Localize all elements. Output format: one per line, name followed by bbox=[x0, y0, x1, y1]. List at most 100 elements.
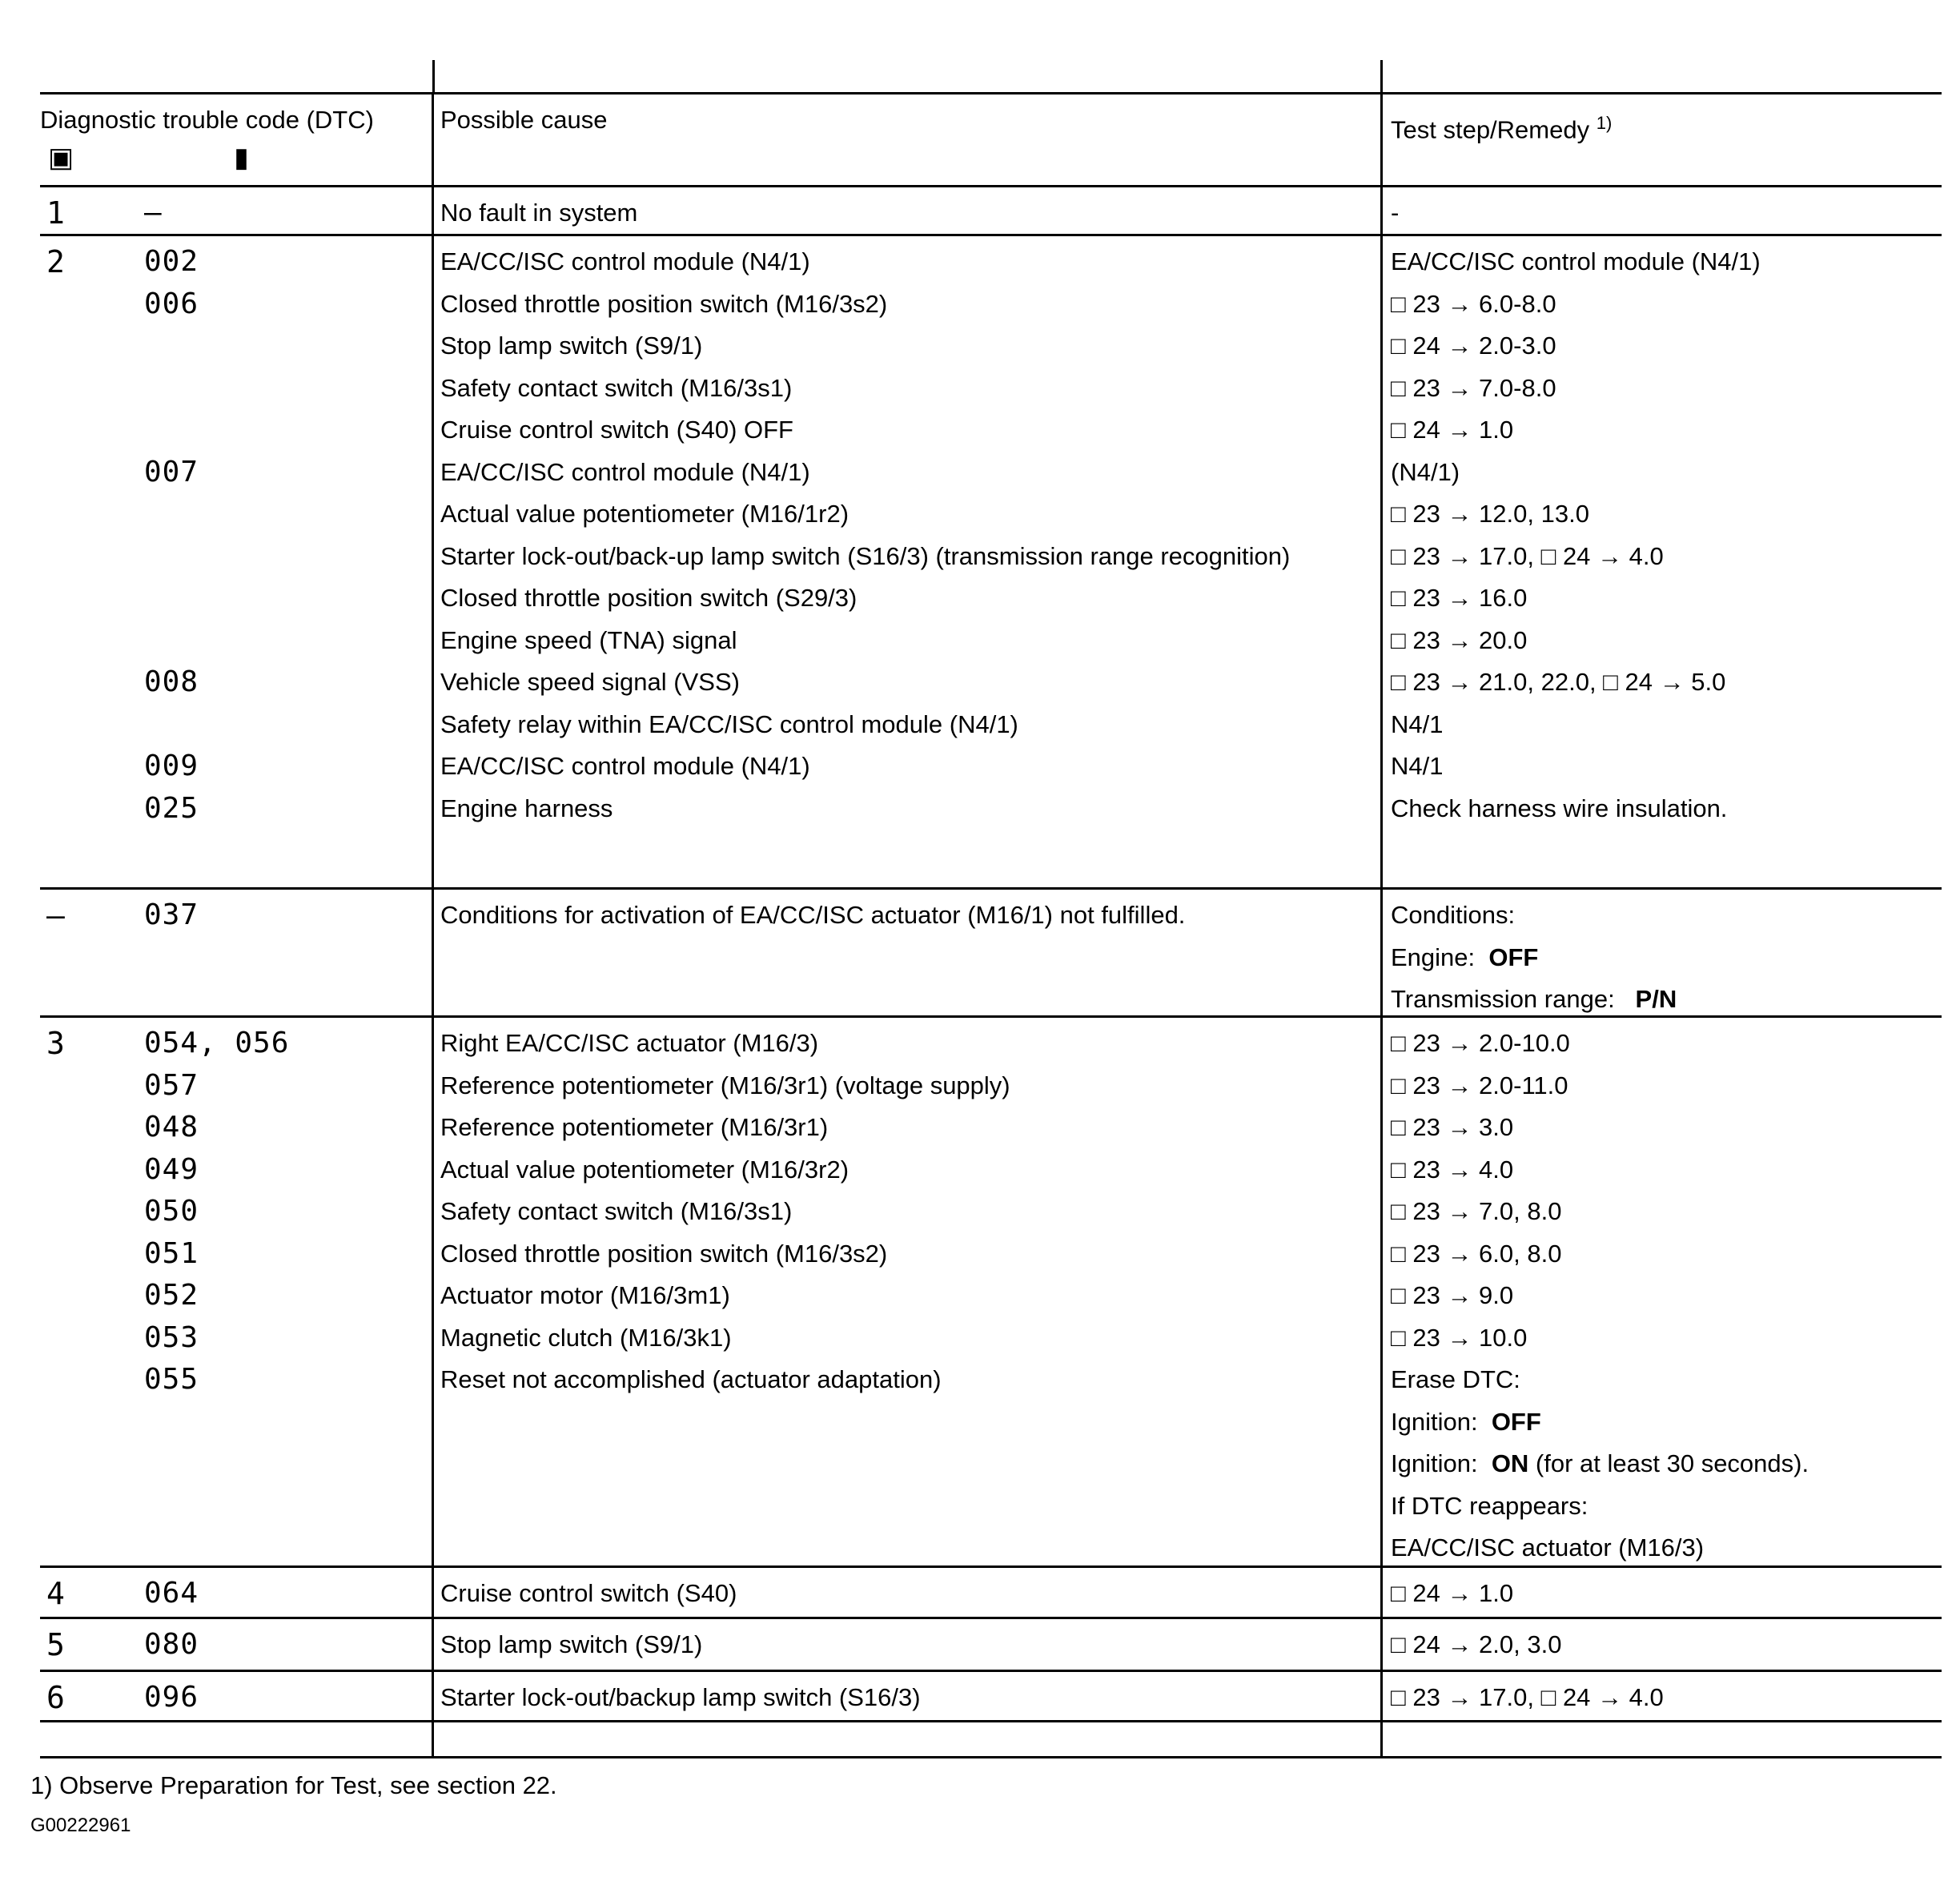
cause-cell: Conditions for activation of EA/CC/ISC a… bbox=[434, 890, 1383, 1015]
remedy-line: □ 23 → 2.0-11.0 bbox=[1383, 1065, 1942, 1107]
possible-cause: No fault in system bbox=[440, 199, 638, 227]
header-dtc-label: Diagnostic trouble code (DTC) bbox=[40, 106, 374, 134]
blink-code: 5 bbox=[46, 1627, 65, 1662]
blink-code-display-icon: ▣ bbox=[48, 142, 74, 173]
remedy-line: □ 23 → 17.0, □ 24 → 4.0 bbox=[1383, 536, 1942, 578]
dtc-group: 2 002 006 007 008 009 025 EA/CC/ISC control mod… bbox=[40, 234, 1942, 887]
header-cause: Possible cause bbox=[434, 94, 1383, 185]
possible-cause: Safety relay within EA/CC/ISC control mo… bbox=[440, 709, 1018, 738]
remedy-line: □ 23 → 9.0 bbox=[1383, 1275, 1942, 1317]
remedy-line: Conditions: bbox=[1383, 894, 1942, 937]
impulse-code: 049 bbox=[144, 1152, 199, 1186]
dtc-line: 048 bbox=[40, 1107, 432, 1149]
remedy-text: □ 23 → 2.0-10.0 bbox=[1391, 1029, 1570, 1057]
impulse-code: 006 bbox=[144, 287, 199, 320]
remedy-cell: □ 23 → 2.0-10.0 □ 23 → 2.0-11.0 □ 23 → 3.0… bbox=[1383, 1018, 1942, 1565]
dtc-line: 050 bbox=[40, 1191, 432, 1233]
remedy-line: Engine: OFF bbox=[1383, 937, 1942, 979]
possible-cause bbox=[434, 1443, 1380, 1485]
impulse-counter-tester-icon: ▮ bbox=[234, 142, 249, 173]
dtc-cell: 1— bbox=[40, 187, 434, 234]
dtc-line: 051 bbox=[40, 1233, 432, 1276]
remedy-line: □ 23 → 3.0 bbox=[1383, 1107, 1942, 1149]
possible-cause bbox=[434, 937, 1380, 979]
remedy-line: □ 24 → 1.0 bbox=[1383, 1573, 1942, 1615]
header-remedy-label: Test step/Remedy bbox=[1391, 115, 1590, 144]
remedy-text: □ 23 → 9.0 bbox=[1391, 1281, 1514, 1309]
dtc-line bbox=[40, 577, 432, 620]
dtc-line: 080 bbox=[40, 1624, 432, 1666]
remedy-text: Erase DTC: bbox=[1391, 1365, 1520, 1393]
remedy-text: □ 23 → 6.0, 8.0 bbox=[1391, 1239, 1562, 1268]
remedy-line: □ 24 → 2.0-3.0 bbox=[1383, 325, 1942, 368]
impulse-code: 057 bbox=[144, 1068, 199, 1102]
possible-cause bbox=[434, 1485, 1380, 1528]
remedy-line: □ 23 → 6.0-8.0 bbox=[1383, 283, 1942, 326]
remedy-text: If DTC reappears: bbox=[1391, 1491, 1588, 1520]
impulse-code: 037 bbox=[144, 898, 199, 931]
blink-code: 1 bbox=[46, 195, 65, 231]
remedy-text: □ 23 → 2.0-11.0 bbox=[1391, 1071, 1568, 1099]
dtc-line bbox=[40, 1443, 432, 1485]
impulse-code: 053 bbox=[144, 1320, 199, 1354]
remedy-line: If DTC reappears: bbox=[1383, 1485, 1942, 1528]
possible-cause: EA/CC/ISC control module (N4/1) bbox=[440, 457, 810, 486]
possible-cause: Closed throttle position switch (M16/3s2… bbox=[440, 1239, 888, 1268]
possible-cause bbox=[434, 979, 1380, 1021]
impulse-code: 055 bbox=[144, 1363, 199, 1396]
remedy-text: □ 23 → 7.0, 8.0 bbox=[1391, 1197, 1562, 1225]
remedy-line: Ignition: ON (for at least 30 seconds). bbox=[1383, 1443, 1942, 1485]
remedy-text: □ 23 → 10.0 bbox=[1391, 1323, 1528, 1352]
remedy-line: Ignition: OFF bbox=[1383, 1401, 1942, 1444]
dtc-line bbox=[40, 1485, 432, 1528]
impulse-code: — bbox=[144, 196, 163, 229]
remedy-text: Engine: bbox=[1391, 942, 1489, 971]
possible-cause bbox=[434, 1401, 1380, 1444]
remedy-text: Transmission range: bbox=[1391, 985, 1636, 1013]
remedy-line: □ 23 → 12.0, 13.0 bbox=[1383, 493, 1942, 536]
possible-cause: Stop lamp switch (S9/1) bbox=[440, 1630, 703, 1658]
remedy-cell: □ 23 → 17.0, □ 24 → 4.0 bbox=[1383, 1672, 1942, 1720]
impulse-code: 009 bbox=[144, 750, 199, 782]
dtc-line bbox=[40, 325, 432, 368]
remedy-text: □ 24 → 1.0 bbox=[1391, 416, 1514, 444]
remedy-line: Check harness wire insulation. bbox=[1383, 788, 1942, 830]
blink-code: 6 bbox=[46, 1680, 65, 1715]
remedy-line: □ 23 → 16.0 bbox=[1383, 577, 1942, 620]
remedy-text: □ 23 → 20.0 bbox=[1391, 625, 1528, 654]
possible-cause: EA/CC/ISC control module (N4/1) bbox=[440, 752, 810, 780]
remedy-cell: - bbox=[1383, 187, 1942, 234]
dtc-group: — 037 Conditions for activation of EA/CC/I… bbox=[40, 887, 1942, 1015]
impulse-code: 007 bbox=[144, 455, 199, 488]
remedy-line: □ 23 → 4.0 bbox=[1383, 1149, 1942, 1192]
remedy-text: P/N bbox=[1635, 985, 1677, 1013]
possible-cause: Engine speed (TNA) signal bbox=[440, 625, 737, 654]
possible-cause: Actuator motor (M16/3m1) bbox=[440, 1281, 730, 1309]
possible-cause: Engine harness bbox=[440, 794, 613, 822]
table-bottom-rule bbox=[40, 1756, 1942, 1758]
remedy-text: EA/CC/ISC control module (N4/1) bbox=[1391, 247, 1761, 275]
impulse-code: 050 bbox=[144, 1195, 199, 1228]
remedy-text: □ 24 → 2.0-3.0 bbox=[1391, 332, 1556, 360]
remedy-text: ON bbox=[1491, 1449, 1529, 1477]
remedy-text: Check harness wire insulation. bbox=[1391, 794, 1728, 822]
cause-cell: Cruise control switch (S40) bbox=[434, 1568, 1383, 1617]
dtc-group: 5 080 Stop lamp switch (S9/1) □ 24 → 2.0, 3… bbox=[40, 1617, 1942, 1670]
dtc-line: 064 bbox=[40, 1573, 432, 1615]
impulse-code: 051 bbox=[144, 1236, 199, 1270]
remedy-text: □ 24 → 2.0, 3.0 bbox=[1391, 1630, 1562, 1658]
dtc-cell: 6 096 bbox=[40, 1672, 434, 1720]
remedy-line: Erase DTC: bbox=[1383, 1359, 1942, 1401]
dtc-line: — bbox=[40, 192, 432, 235]
possible-cause: Closed throttle position switch (M16/3s2… bbox=[440, 289, 888, 318]
cause-cell: EA/CC/ISC control module (N4/1) Closed th… bbox=[434, 236, 1383, 887]
impulse-code: 025 bbox=[144, 791, 199, 825]
dtc-line: 002 bbox=[40, 241, 432, 283]
possible-cause: Cruise control switch (S40) OFF bbox=[440, 416, 793, 444]
header-remedy: Test step/Remedy 1) bbox=[1383, 94, 1942, 185]
empty-row bbox=[40, 1720, 1942, 1756]
remedy-text: (for at least 30 seconds). bbox=[1528, 1449, 1809, 1477]
possible-cause bbox=[434, 1527, 1380, 1569]
remedy-text: □ 23 → 6.0-8.0 bbox=[1391, 289, 1556, 318]
dtc-line bbox=[40, 1401, 432, 1444]
